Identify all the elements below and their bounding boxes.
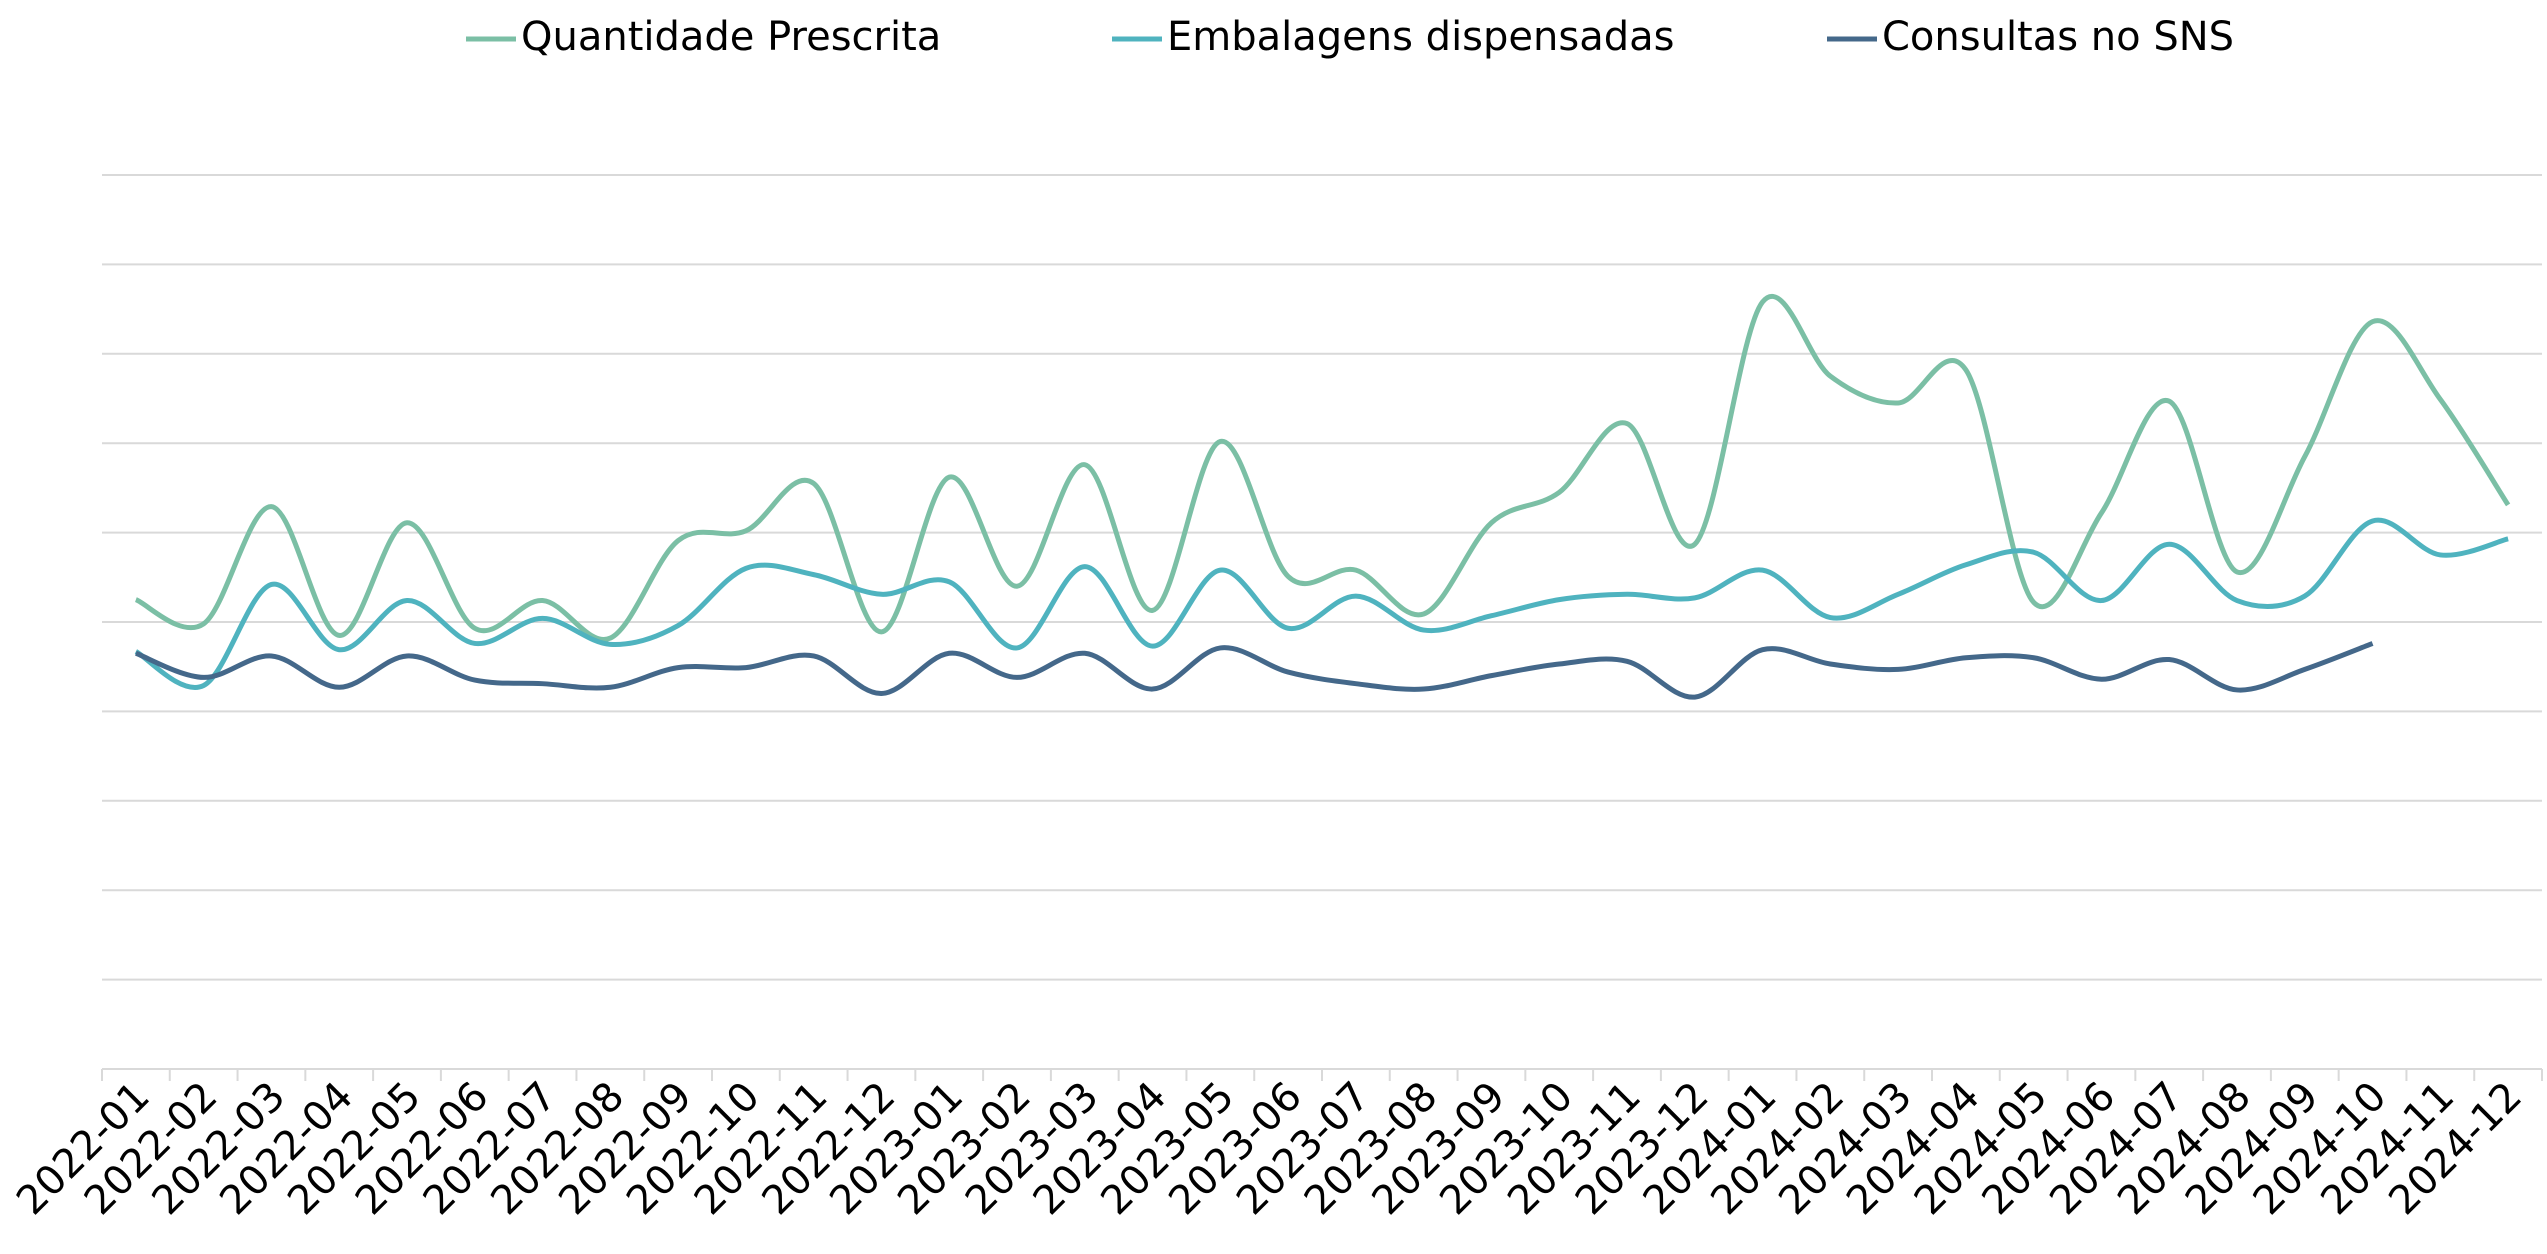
line-series [134, 517, 2509, 690]
legend-label: Quantidade Prescrita [521, 14, 941, 60]
line-series [134, 293, 2511, 642]
line-series [134, 641, 2374, 700]
legend-label: Consultas no SNS [1882, 14, 2234, 60]
legend-label: Embalagens dispensadas [1167, 14, 1674, 60]
